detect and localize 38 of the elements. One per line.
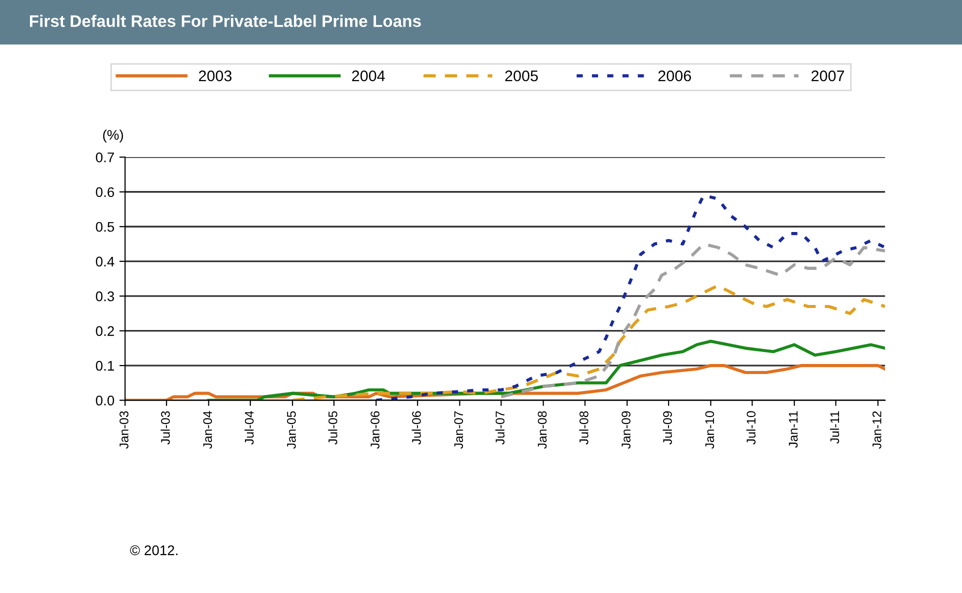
x-tick-label: Jan-04 — [203, 411, 212, 449]
y-tick-label: 0.5 — [96, 222, 114, 232]
x-tick-label: Jul-09 — [662, 411, 672, 445]
y-tick-label: 0.7 — [96, 152, 114, 162]
x-tick-label: Jul-03 — [160, 411, 170, 445]
x-tick-label: Jan-07 — [454, 411, 464, 449]
legend-label: 2005 — [505, 70, 538, 82]
x-tick-label: Jul-06 — [412, 411, 421, 445]
x-tick-label: Jan-05 — [287, 411, 296, 449]
x-tick-label: Jul-05 — [328, 411, 338, 445]
chart-title: First Default Rates For Private-Label Prime Loans — [30, 14, 421, 28]
legend-label: 2003 — [198, 70, 232, 82]
x-tick-label: Jul-11 — [830, 411, 840, 444]
legend-label: 2007 — [812, 70, 844, 82]
x-tick-label: Jul-07 — [495, 411, 505, 445]
x-tick-label: Jul-10 — [746, 411, 756, 445]
x-tick-label: Jul-04 — [244, 411, 254, 445]
legend-label: 2006 — [658, 70, 691, 82]
x-tick-label: Jan-03 — [120, 411, 128, 449]
y-tick-label: 0.3 — [96, 291, 114, 302]
legend-label: 2004 — [352, 70, 385, 82]
y-axis-title: (%) — [103, 130, 123, 143]
x-tick-label: Jul-08 — [579, 411, 588, 445]
line-series — [374, 194, 886, 400]
text: © 2012. — [130, 545, 178, 556]
x-tick-label: Jan-09 — [622, 411, 630, 449]
y-tick-label: 0.2 — [96, 326, 114, 336]
y-tick-label: 0.0 — [96, 396, 114, 406]
x-tick-label: Jan-11 — [788, 411, 798, 448]
line-series — [500, 242, 886, 398]
line-series — [290, 284, 886, 400]
y-tick-label: 0.4 — [96, 256, 114, 267]
y-tick-label: 0.6 — [96, 187, 114, 198]
y-tick-label: 0.1 — [96, 360, 114, 371]
x-tick-label: Jan-08 — [538, 411, 547, 449]
x-tick-label: Jan-06 — [370, 411, 380, 449]
x-tick-label: Jan-10 — [705, 411, 714, 449]
x-tick-label: Jan-12 — [872, 411, 882, 449]
